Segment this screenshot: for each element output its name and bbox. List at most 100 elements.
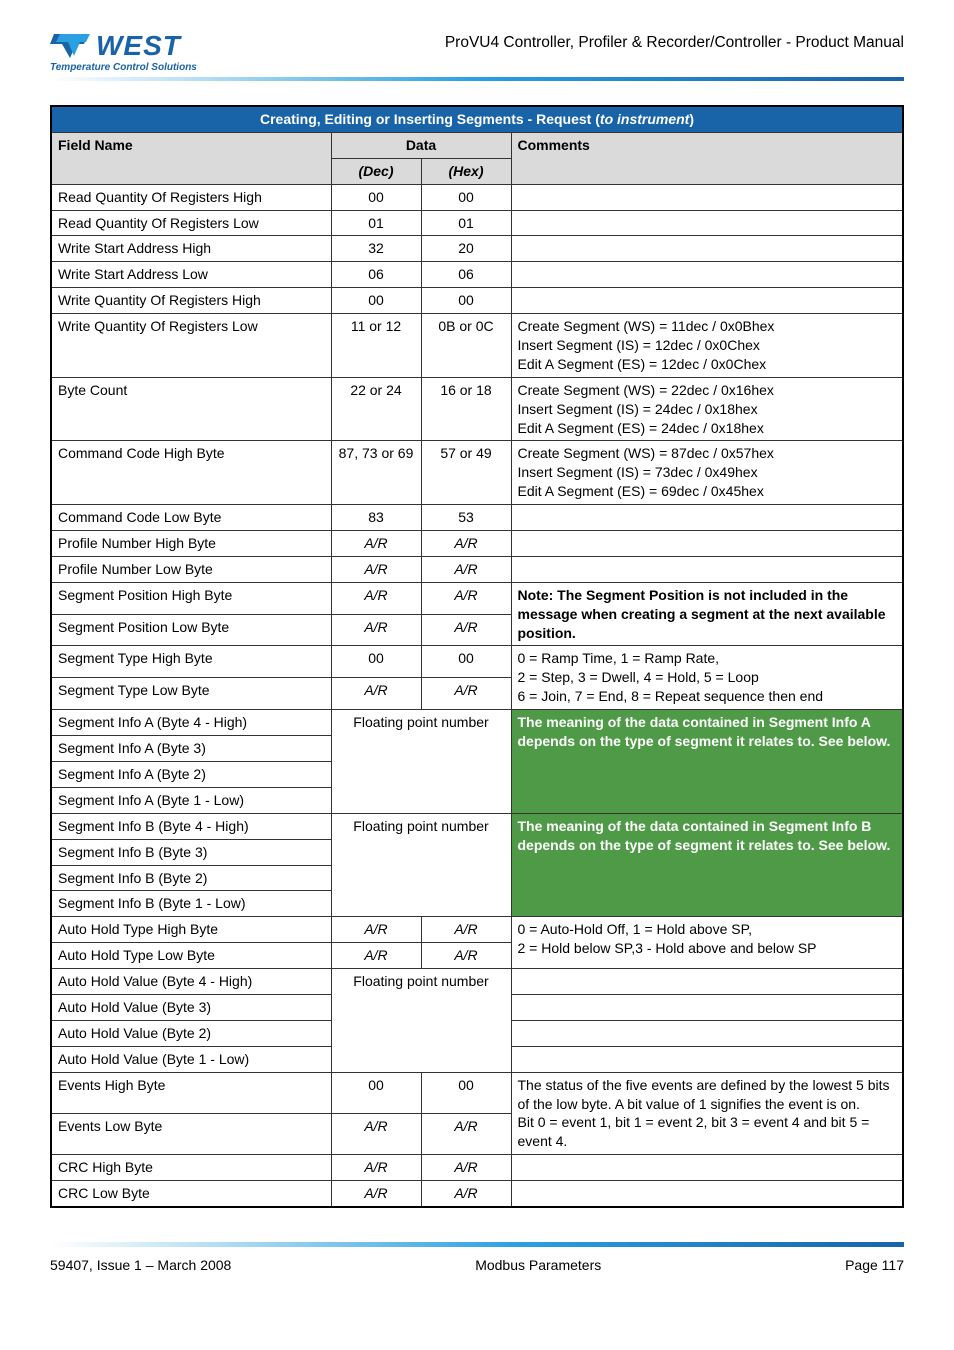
cell-comment-green: The meaning of the data contained in Seg… <box>511 710 903 814</box>
th-data: Data <box>331 132 511 158</box>
th-comments: Comments <box>511 132 903 184</box>
cell-comment <box>511 969 903 995</box>
cell-comment <box>511 1181 903 1207</box>
cell-dec: A/R <box>331 917 421 943</box>
cell-dec: A/R <box>331 678 421 710</box>
footer-center: Modbus Parameters <box>475 1257 601 1273</box>
cell-comment: Note: The Segment Position is not includ… <box>511 582 903 646</box>
footer-right: Page 117 <box>845 1257 904 1273</box>
cell-field: Write Quantity Of Registers Low <box>51 314 331 378</box>
cell-hex: A/R <box>421 943 511 969</box>
cell-dec: 32 <box>331 236 421 262</box>
cell-field: Auto Hold Value (Byte 4 - High) <box>51 969 331 995</box>
cell-dec: 11 or 12 <box>331 314 421 378</box>
cell-field: Segment Info B (Byte 1 - Low) <box>51 891 331 917</box>
cell-comment <box>511 1020 903 1046</box>
cell-field: Auto Hold Value (Byte 2) <box>51 1020 331 1046</box>
cell-hex: 53 <box>421 505 511 531</box>
cell-field: CRC High Byte <box>51 1155 331 1181</box>
table-title: Creating, Editing or Inserting Segments … <box>51 106 903 132</box>
logo: WEST Temperature Control Solutions <box>50 28 206 73</box>
cell-dec: 01 <box>331 210 421 236</box>
footer-left: 59407, Issue 1 – March 2008 <box>50 1257 231 1273</box>
cell-fp: Floating point number <box>331 813 511 917</box>
cell-field: Write Start Address Low <box>51 262 331 288</box>
th-field: Field Name <box>51 132 331 184</box>
cell-field: Segment Position Low Byte <box>51 614 331 646</box>
cell-dec: 06 <box>331 262 421 288</box>
cell-hex: 00 <box>421 646 511 678</box>
cell-field: Auto Hold Value (Byte 3) <box>51 994 331 1020</box>
cell-field: Segment Info B (Byte 2) <box>51 865 331 891</box>
th-dec: (Dec) <box>331 158 421 184</box>
cell-field: Segment Info A (Byte 2) <box>51 761 331 787</box>
cell-dec: A/R <box>331 1181 421 1207</box>
th-hex: (Hex) <box>421 158 511 184</box>
footer-rule <box>50 1242 904 1247</box>
cell-field: CRC Low Byte <box>51 1181 331 1207</box>
cell-comment: 0 = Auto-Hold Off, 1 = Hold above SP, 2 … <box>511 917 903 969</box>
header-rule <box>50 77 904 81</box>
cell-dec: 00 <box>331 646 421 678</box>
cell-dec: 00 <box>331 184 421 210</box>
cell-dec: 00 <box>331 1072 421 1113</box>
cell-field: Write Quantity Of Registers High <box>51 288 331 314</box>
cell-comment <box>511 288 903 314</box>
cell-hex: 57 or 49 <box>421 441 511 505</box>
cell-field: Command Code Low Byte <box>51 505 331 531</box>
cell-hex: 00 <box>421 288 511 314</box>
cell-field: Profile Number Low Byte <box>51 556 331 582</box>
segments-table: Creating, Editing or Inserting Segments … <box>50 105 904 1208</box>
cell-comment <box>511 1046 903 1072</box>
cell-hex: A/R <box>421 1181 511 1207</box>
cell-field: Read Quantity Of Registers Low <box>51 210 331 236</box>
cell-field: Write Start Address High <box>51 236 331 262</box>
cell-field: Profile Number High Byte <box>51 531 331 557</box>
cell-comment <box>511 210 903 236</box>
cell-fp: Floating point number <box>331 710 511 814</box>
cell-field: Command Code High Byte <box>51 441 331 505</box>
cell-field: Segment Info B (Byte 4 - High) <box>51 813 331 839</box>
cell-hex: 01 <box>421 210 511 236</box>
cell-dec: A/R <box>331 531 421 557</box>
cell-field: Auto Hold Value (Byte 1 - Low) <box>51 1046 331 1072</box>
cell-field: Events High Byte <box>51 1072 331 1113</box>
cell-hex: A/R <box>421 582 511 614</box>
cell-field: Segment Info A (Byte 3) <box>51 736 331 762</box>
cell-comment: Create Segment (WS) = 11dec / 0x0Bhex In… <box>511 314 903 378</box>
cell-comment <box>511 1155 903 1181</box>
cell-field: Segment Info A (Byte 1 - Low) <box>51 787 331 813</box>
cell-hex: A/R <box>421 917 511 943</box>
cell-dec: A/R <box>331 614 421 646</box>
page-footer: 59407, Issue 1 – March 2008 Modbus Param… <box>50 1257 904 1273</box>
svg-text:WEST: WEST <box>96 30 183 61</box>
cell-dec: A/R <box>331 943 421 969</box>
cell-hex: 00 <box>421 1072 511 1113</box>
cell-dec: 87, 73 or 69 <box>331 441 421 505</box>
cell-hex: A/R <box>421 1113 511 1154</box>
cell-comment <box>511 262 903 288</box>
cell-comment: Create Segment (WS) = 87dec / 0x57hex In… <box>511 441 903 505</box>
cell-comment: Create Segment (WS) = 22dec / 0x16hex In… <box>511 377 903 441</box>
logo-text: WEST <box>96 29 206 63</box>
cell-dec: A/R <box>331 1113 421 1154</box>
cell-comment <box>511 994 903 1020</box>
cell-comment <box>511 531 903 557</box>
cell-hex: A/R <box>421 1155 511 1181</box>
logo-tagline: Temperature Control Solutions <box>50 62 197 73</box>
cell-comment <box>511 505 903 531</box>
cell-field: Read Quantity Of Registers High <box>51 184 331 210</box>
cell-field: Segment Info B (Byte 3) <box>51 839 331 865</box>
cell-comment <box>511 556 903 582</box>
cell-hex: 00 <box>421 184 511 210</box>
cell-hex: 16 or 18 <box>421 377 511 441</box>
cell-comment <box>511 236 903 262</box>
cell-dec: 00 <box>331 288 421 314</box>
cell-field: Segment Position High Byte <box>51 582 331 614</box>
cell-field: Segment Info A (Byte 4 - High) <box>51 710 331 736</box>
cell-comment-green: The meaning of the data contained in Seg… <box>511 813 903 917</box>
cell-dec: 22 or 24 <box>331 377 421 441</box>
doc-title: ProVU4 Controller, Profiler & Recorder/C… <box>445 28 904 52</box>
cell-dec: A/R <box>331 1155 421 1181</box>
cell-comment: The status of the five events are define… <box>511 1072 903 1155</box>
